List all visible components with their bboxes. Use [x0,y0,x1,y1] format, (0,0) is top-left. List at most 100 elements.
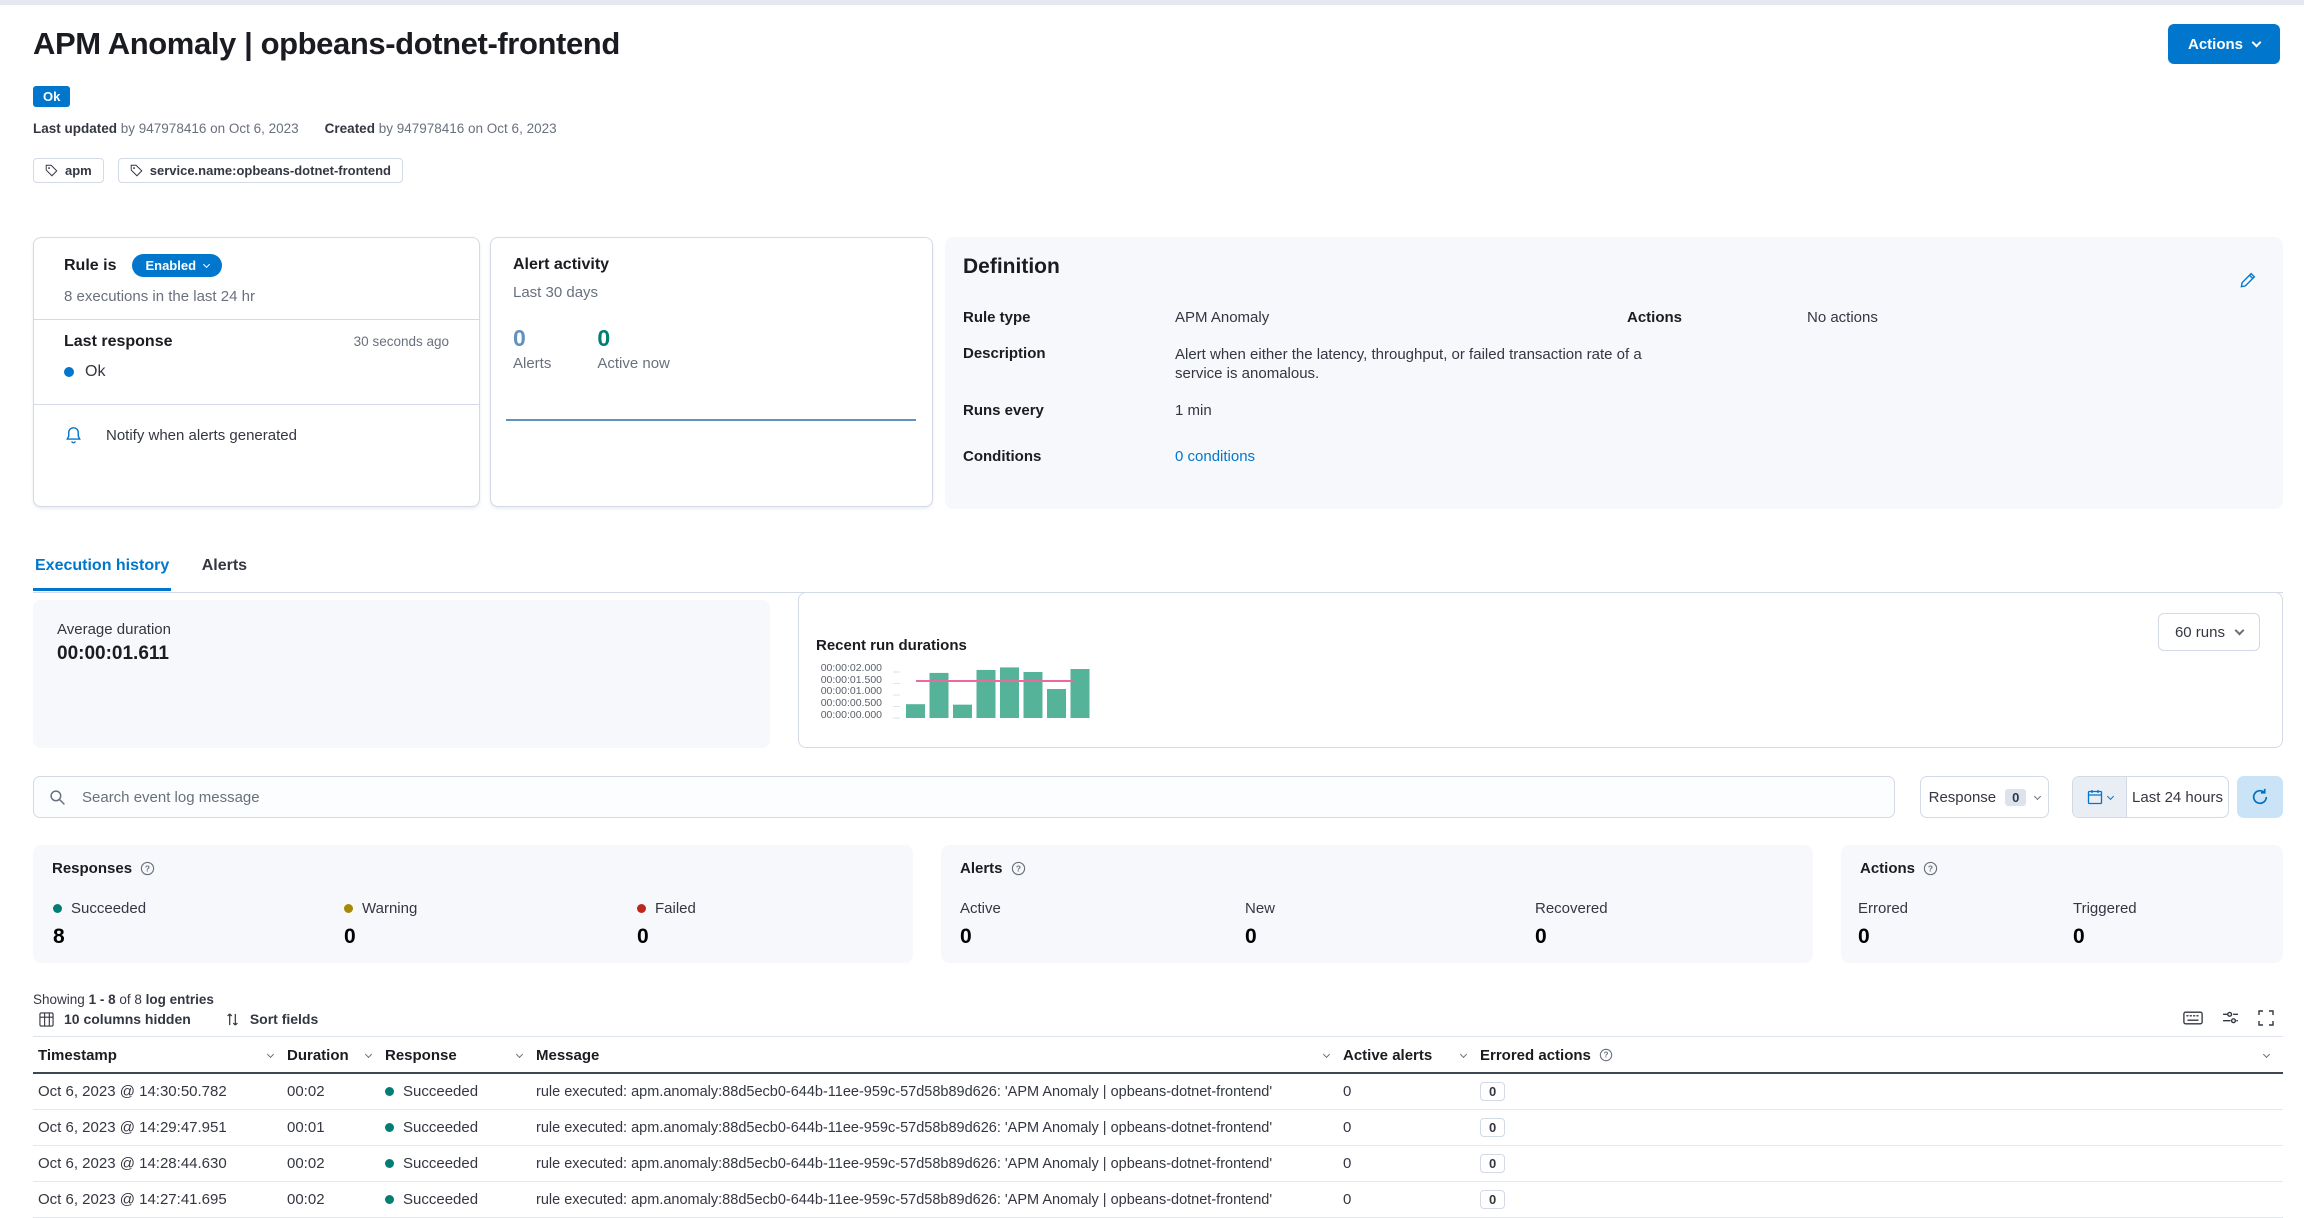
tag-icon [45,164,58,177]
rule-status-card: Rule is Enabled 8 executions in the last… [33,237,480,507]
grid-toolbar-icons [2183,1009,2274,1026]
tab-alerts[interactable]: Alerts [201,557,248,574]
runs-every-value: 1 min [1175,402,1212,419]
keyboard-shortcuts-icon[interactable] [2183,1011,2203,1025]
succeeded-dot [385,1087,394,1096]
y-axis-tick: 00:00:01.500 [820,674,882,686]
help-icon[interactable]: ? [1923,861,1938,876]
table-row: Oct 6, 2023 @ 14:28:44.630 00:02 Succeed… [33,1146,2283,1182]
failed-label: Failed [655,900,696,917]
tag-icon [130,164,143,177]
cell-active-alerts: 0 [1343,1083,1352,1100]
time-range-button[interactable]: Last 24 hours [2132,788,2223,806]
refresh-button[interactable] [2237,776,2283,818]
actions-button-label: Actions [2187,35,2243,53]
failed-stat: Failed 0 [637,900,696,949]
new-value: 0 [1245,925,1257,948]
columns-hidden-button[interactable]: 10 columns hidden [39,1011,191,1027]
columns-icon [39,1011,54,1027]
chevron-down-icon [2234,625,2245,635]
triggered-value: 0 [2073,925,2085,948]
col-header-response[interactable]: Response [385,1047,536,1064]
recovered-stat: Recovered 0 [1535,900,1608,949]
help-icon[interactable]: ? [1011,861,1026,876]
cell-duration: 00:02 [287,1191,325,1208]
cell-errored-actions: 0 [1480,1190,2283,1209]
cell-message: rule executed: apm.anomaly:88d5ecb0-644b… [536,1119,1273,1136]
fullscreen-icon[interactable] [2258,1009,2274,1026]
cell-timestamp: Oct 6, 2023 @ 14:28:44.630 [38,1155,227,1172]
alert-activity-axis-line [506,419,916,421]
description-label: Description [963,345,1046,362]
conditions-label: Conditions [963,448,1042,465]
edit-pencil-icon[interactable] [2240,271,2257,293]
alert-activity-subtitle: Last 30 days [513,284,599,301]
conditions-link[interactable]: 0 conditions [1175,448,1256,465]
description-value: Alert when either the latency, throughpu… [1175,346,1642,382]
tag-service-name[interactable]: service.name:opbeans-dotnet-frontend [117,158,403,183]
alerts-count: 0 [513,325,526,351]
tab-execution-history[interactable]: Execution history [33,551,172,591]
search-input[interactable] [33,776,1895,818]
chevron-down-icon [2106,792,2114,800]
cell-response: Succeeded [385,1083,536,1100]
triggered-stat: Triggered 0 [2073,900,2137,949]
response-filter-dropdown[interactable]: Response 0 [1920,776,2049,818]
col-header-message[interactable]: Message [536,1047,1343,1064]
errored-actions-badge: 0 [1480,1154,1506,1173]
run-durations-chart: Recent run durations 60 runs 00:00:02.00… [798,592,2283,748]
chevron-down-icon [2262,1050,2271,1058]
active-stat: Active 0 [960,900,1001,949]
active-value: 0 [960,925,972,948]
chevron-down-icon [203,260,211,269]
runs-count-label: 60 runs [2174,623,2225,641]
chevron-down-icon [1322,1050,1331,1058]
actions-panel: Actions ? Errored 0 Triggered 0 [1841,845,2283,963]
sort-fields-button[interactable]: Sort fields [225,1011,318,1027]
table-row: Oct 6, 2023 @ 14:27:41.695 00:02 Succeed… [33,1182,2283,1218]
refresh-icon [2252,788,2268,805]
cell-response: Succeeded [385,1191,536,1208]
definition-title: Definition [963,255,1060,278]
new-stat: New 0 [1245,900,1275,949]
chevron-down-icon [266,1050,275,1058]
actions-title: Actions [1860,860,1916,877]
chevron-down-icon [515,1050,524,1058]
event-log-table: Timestamp Duration Response Message Acti… [33,1038,2283,1218]
cell-timestamp: Oct 6, 2023 @ 14:27:41.695 [38,1191,227,1208]
active-now-stat: 0 Active now [597,325,670,372]
tag-apm[interactable]: apm [33,158,104,183]
col-header-timestamp[interactable]: Timestamp [38,1047,287,1064]
errored-actions-badge: 0 [1480,1190,1506,1209]
failed-value: 0 [637,925,649,948]
grid-controls: 10 columns hidden Sort fields [39,1011,318,1027]
recovered-label: Recovered [1535,900,1608,917]
svg-text:?: ? [145,863,150,873]
average-duration-value: 00:00:01.611 [57,643,169,664]
succeeded-value: 8 [53,925,65,948]
date-picker-calendar-button[interactable] [2073,777,2127,817]
actions-button[interactable]: Actions [2167,24,2280,64]
cell-active-alerts: 0 [1343,1155,1352,1172]
run-durations-title: Recent run durations [816,637,967,654]
alerts-title: Alerts [960,860,1003,877]
help-icon[interactable]: ? [140,861,155,876]
cell-errored-actions: 0 [1480,1154,2283,1173]
succeeded-dot [53,904,62,913]
col-header-active-alerts[interactable]: Active alerts [1343,1047,1480,1064]
alert-activity-title: Alert activity [513,256,610,273]
rule-enabled-dropdown[interactable]: Enabled [132,254,223,277]
alert-activity-card: Alert activity Last 30 days 0 Alerts 0 A… [490,237,933,507]
col-header-duration[interactable]: Duration [287,1047,385,1064]
new-label: New [1245,900,1276,917]
display-options-icon[interactable] [2222,1009,2239,1026]
page-title: APM Anomaly | opbeans-dotnet-frontend [33,26,620,61]
response-filter-count-badge: 0 [2005,788,2027,806]
runs-count-dropdown[interactable]: 60 runs [2157,613,2260,651]
rule-meta: Last updated by 947978416 on Oct 6, 2023… [33,121,557,136]
col-header-errored-actions[interactable]: Errored actions ? [1480,1047,2283,1064]
errored-value: 0 [1858,925,1870,948]
succeeded-stat: Succeeded 8 [53,900,146,949]
help-icon: ? [1599,1048,1613,1062]
